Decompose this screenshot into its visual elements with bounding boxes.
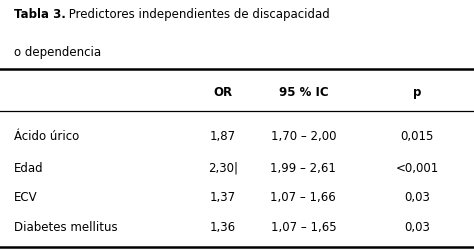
Text: 0,03: 0,03	[404, 190, 430, 203]
Text: 1,07 – 1,66: 1,07 – 1,66	[271, 190, 336, 203]
Text: Tabla 3.: Tabla 3.	[14, 8, 66, 20]
Text: 0,03: 0,03	[404, 220, 430, 233]
Text: Diabetes mellitus: Diabetes mellitus	[14, 220, 118, 233]
Text: 95 % IC: 95 % IC	[279, 86, 328, 99]
Text: 1,37: 1,37	[210, 190, 236, 203]
Text: p: p	[413, 86, 421, 99]
Text: Edad: Edad	[14, 161, 44, 174]
Text: 1,70 – 2,00: 1,70 – 2,00	[271, 130, 336, 143]
Text: Ácido úrico: Ácido úrico	[14, 130, 80, 143]
Text: 1,07 – 1,65: 1,07 – 1,65	[271, 220, 336, 233]
Text: 1,99 – 2,61: 1,99 – 2,61	[271, 161, 336, 174]
Text: Predictores independientes de discapacidad: Predictores independientes de discapacid…	[65, 8, 330, 20]
Text: <0,001: <0,001	[395, 161, 439, 174]
Text: ECV: ECV	[14, 190, 38, 203]
Text: OR: OR	[213, 86, 232, 99]
Text: o dependencia: o dependencia	[14, 46, 101, 59]
Text: 0,015: 0,015	[401, 130, 434, 143]
Text: 2,30|: 2,30|	[208, 161, 238, 174]
Text: 1,36: 1,36	[210, 220, 236, 233]
Text: 1,87: 1,87	[210, 130, 236, 143]
